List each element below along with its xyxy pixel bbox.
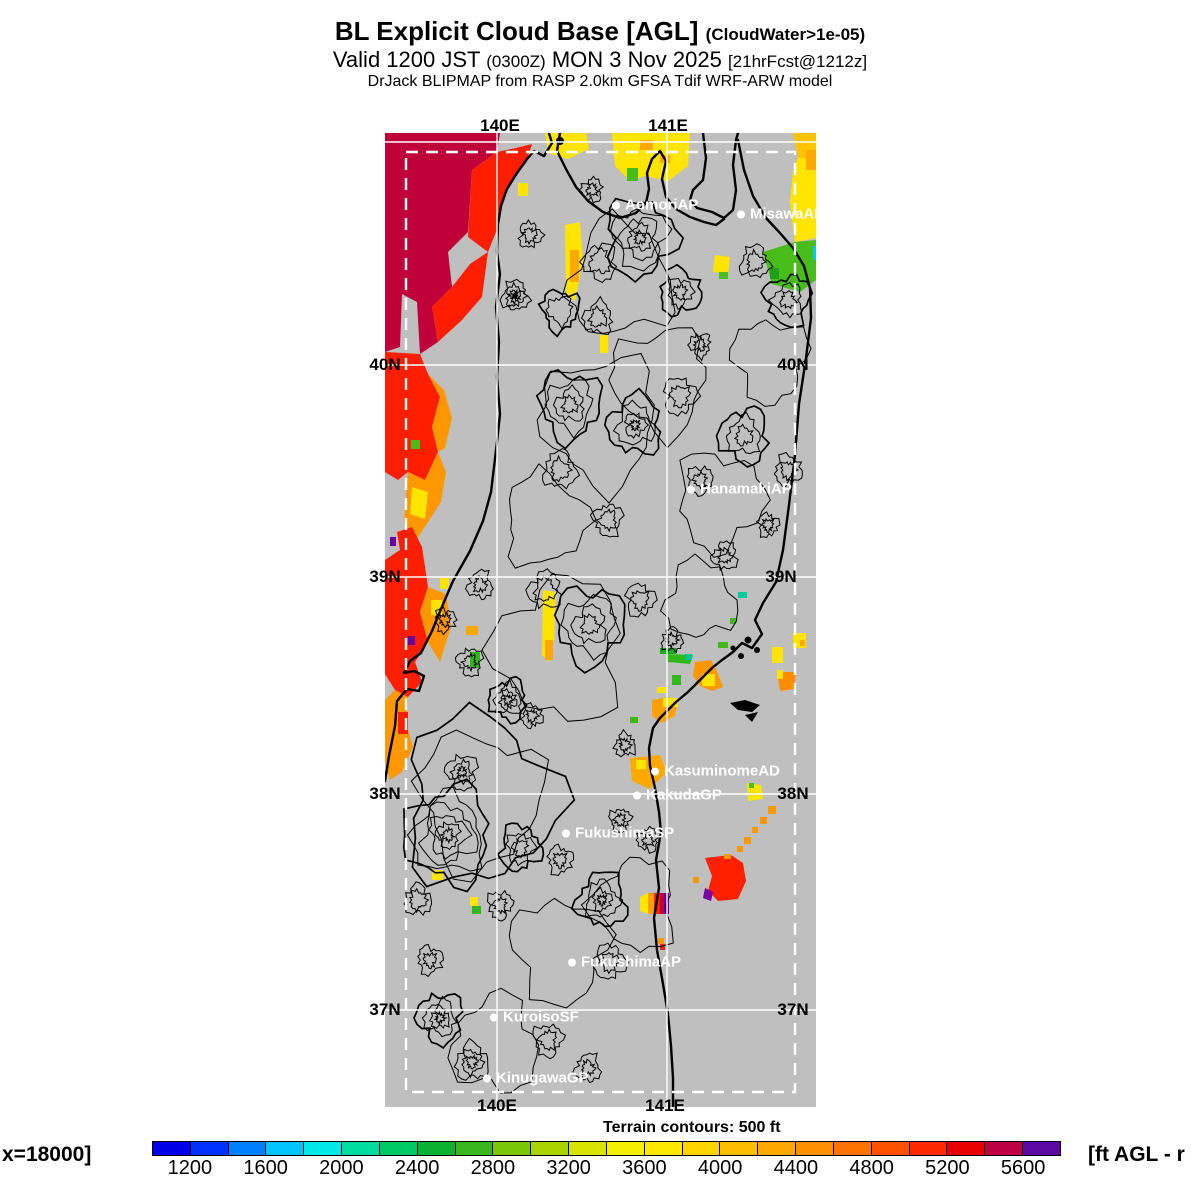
colorbar-cell bbox=[908, 1141, 948, 1156]
valid-zulu: (0300Z) bbox=[486, 51, 546, 71]
station-fukushima-sp: FukushimaSP bbox=[562, 825, 674, 842]
station-aomori-ap: AomoriAP bbox=[612, 197, 698, 214]
station-dot bbox=[651, 767, 659, 775]
station-kinugawa-gp: KinugawaGP bbox=[483, 1070, 589, 1087]
station-dot bbox=[737, 210, 745, 218]
station-kuroiso-sf: KuroisoSF bbox=[490, 1009, 579, 1026]
lon-label-top-141e: 141E bbox=[648, 116, 688, 135]
colorbar-cell bbox=[795, 1141, 834, 1156]
lat-label-right-39n: 39N bbox=[765, 567, 797, 586]
station-dot bbox=[562, 829, 570, 837]
colorbar-cell bbox=[946, 1141, 986, 1156]
valid-fcst: [21hrFcst@1212z] bbox=[727, 51, 868, 71]
model-line: DrJack BLIPMAP from RASP 2.0km GFSA Tdif… bbox=[367, 72, 833, 90]
colorbar-cell bbox=[643, 1141, 683, 1156]
lat-label-left-38n: 38N bbox=[369, 784, 401, 803]
station-dot bbox=[612, 201, 620, 209]
colorbar-cell bbox=[681, 1141, 721, 1156]
page-title: BL Explicit Cloud Base [AGL] bbox=[334, 16, 699, 46]
colorbar bbox=[152, 1141, 1061, 1156]
lat-label-right-38n: 38N bbox=[777, 784, 809, 803]
station-dot bbox=[633, 791, 641, 799]
lon-label-bottom-140e: 140E bbox=[477, 1096, 517, 1115]
lat-label-left-40n: 40N bbox=[369, 355, 401, 374]
colorbar-tick-label: 2000 bbox=[319, 1157, 364, 1179]
colorbar-cell bbox=[227, 1141, 267, 1156]
colorbar-tick-label: 1600 bbox=[243, 1157, 288, 1179]
valid-date: MON 3 Nov 2025 bbox=[551, 46, 722, 72]
colorbar-tick-label: 1200 bbox=[167, 1157, 213, 1179]
colorbar-cell bbox=[189, 1141, 229, 1156]
valid-prefix: Valid 1200 JST bbox=[332, 46, 481, 72]
model-domain-box bbox=[404, 150, 797, 1094]
station-dot bbox=[483, 1074, 491, 1082]
colorbar-cell bbox=[492, 1141, 532, 1156]
terrain-contours bbox=[402, 175, 814, 1094]
lat-label-left-39n: 39N bbox=[369, 567, 401, 586]
colorbar-cell bbox=[303, 1141, 343, 1156]
station-dot bbox=[490, 1013, 498, 1021]
colorbar-tick-label: 4800 bbox=[849, 1157, 894, 1179]
colorbar-cell bbox=[530, 1141, 570, 1156]
lat-label-left-37n: 37N bbox=[369, 1000, 401, 1019]
valid-time-line: Valid 1200 JST (0300Z) MON 3 Nov 2025 [2… bbox=[0, 47, 1200, 73]
colorbar-tick-label: 3200 bbox=[546, 1157, 591, 1179]
header: BL Explicit Cloud Base [AGL] (CloudWater… bbox=[0, 16, 1200, 92]
forecast-map: AomoriAP MisawaAD HanamakiAP KasuminomeA… bbox=[385, 133, 816, 1107]
colorbar-tick-label: 5200 bbox=[925, 1157, 970, 1179]
terrain-contour-note: Terrain contours: 500 ft bbox=[603, 1119, 781, 1136]
station-dot bbox=[687, 485, 695, 493]
page-title-note: (CloudWater>1e-05) bbox=[705, 25, 866, 44]
lon-label-top-140e: 140E bbox=[480, 116, 520, 135]
station-kasuminome-ad: KasuminomeAD bbox=[651, 763, 780, 780]
station-fukushima-ap: FukushimaAP bbox=[568, 954, 681, 971]
lon-label-bottom-141e: 141E bbox=[645, 1096, 685, 1115]
colorbar-cell bbox=[152, 1141, 191, 1156]
units-note: [ft AGL - r bbox=[1088, 1143, 1185, 1166]
colorbar-cell bbox=[870, 1141, 910, 1156]
colorbar-cell bbox=[378, 1141, 418, 1156]
colorbar-cell bbox=[341, 1141, 380, 1156]
max-value-note: x=18000] bbox=[2, 1143, 92, 1166]
colorbar-cell bbox=[605, 1141, 645, 1156]
map-svg bbox=[385, 133, 816, 1107]
colorbar-tick-label: 2800 bbox=[470, 1157, 516, 1179]
graticule bbox=[385, 133, 816, 1107]
islands bbox=[556, 137, 760, 722]
colorbar-cell bbox=[984, 1141, 1024, 1156]
colorbar-tick-label: 3600 bbox=[622, 1157, 667, 1179]
colorbar-cell bbox=[416, 1141, 456, 1156]
colorbar-cell bbox=[719, 1141, 759, 1156]
colorbar-cell bbox=[832, 1141, 872, 1156]
colorbar-cell bbox=[1022, 1141, 1061, 1156]
colorbar-cell bbox=[757, 1141, 797, 1156]
station-misawa-ad: MisawaAD bbox=[737, 206, 816, 223]
lat-label-right-40n: 40N bbox=[777, 355, 809, 374]
colorbar-cell bbox=[568, 1141, 607, 1156]
colorbar-cell bbox=[265, 1141, 305, 1156]
lat-label-right-37n: 37N bbox=[777, 1000, 809, 1019]
colorbar-cell bbox=[454, 1141, 494, 1156]
colorbar-tick-label: 4000 bbox=[697, 1157, 743, 1179]
coastline bbox=[385, 133, 813, 1107]
colorbar-tick-label: 5600 bbox=[1000, 1157, 1046, 1179]
station-dot bbox=[568, 958, 576, 966]
station-kakuda-gp: KakudaGP bbox=[633, 787, 722, 804]
colorbar-tick-label: 2400 bbox=[394, 1157, 440, 1179]
station-hanamaki-ap: HanamakiAP bbox=[687, 481, 792, 498]
colorbar-tick-label: 4400 bbox=[773, 1157, 819, 1179]
page-title-line: BL Explicit Cloud Base [AGL] (CloudWater… bbox=[0, 16, 1200, 47]
